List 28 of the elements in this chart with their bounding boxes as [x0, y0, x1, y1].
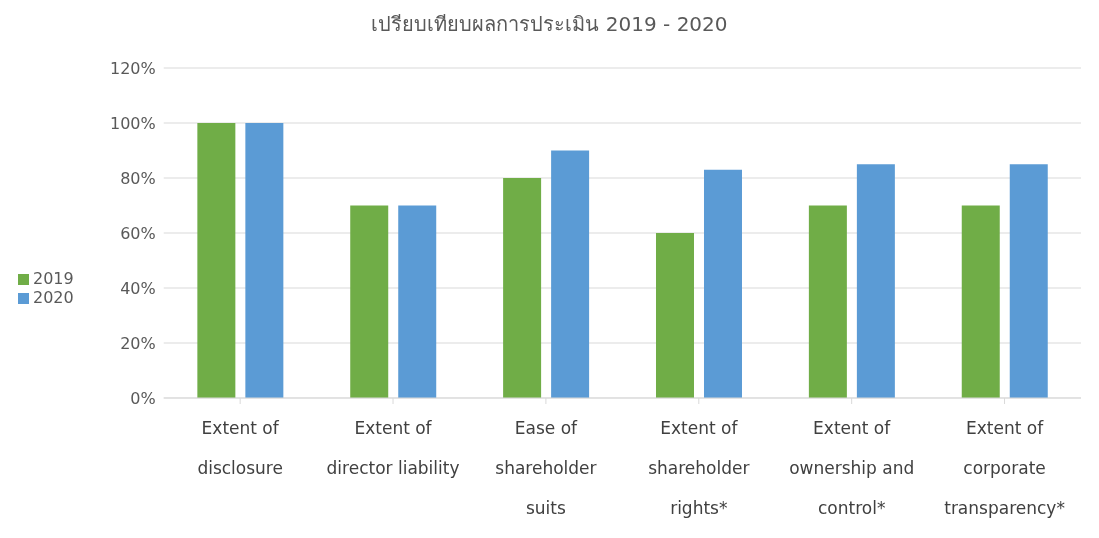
- chart-title: เปรียบเทียบผลการประเมิน 2019 - 2020: [370, 11, 729, 38]
- x-tick-label: Extent of corporate transparency*: [944, 418, 1065, 518]
- bar: [961, 205, 1000, 398]
- bar: [398, 205, 437, 398]
- x-tick-label: Extent of disclosure: [197, 418, 283, 478]
- y-tick-label: 60%: [120, 223, 156, 243]
- bar: [551, 150, 590, 398]
- bar: [197, 123, 236, 398]
- y-tick-label: 120%: [109, 58, 156, 78]
- x-tick-label: Ease of shareholder suits: [495, 418, 597, 518]
- y-tick-label: 80%: [120, 168, 156, 188]
- x-tick-label: Extent of director liability: [326, 418, 460, 478]
- y-tick-label: 100%: [109, 113, 156, 133]
- bar: [703, 169, 742, 398]
- y-tick-label: 0%: [130, 388, 156, 408]
- bar: [350, 205, 389, 398]
- y-tick-label: 20%: [120, 333, 156, 353]
- bar: [856, 164, 895, 398]
- x-tick-label: Extent of shareholder rights*: [648, 418, 750, 518]
- y-tick-label: 40%: [120, 278, 156, 298]
- bar: [808, 205, 847, 398]
- x-tick-label: Extent of ownership and control*: [789, 418, 915, 518]
- bar: [1009, 164, 1048, 398]
- bar: [503, 178, 542, 398]
- bar: [655, 233, 694, 398]
- legend-label: 2020: [33, 288, 74, 307]
- bar: [245, 123, 284, 398]
- legend-label: 2019: [33, 269, 74, 288]
